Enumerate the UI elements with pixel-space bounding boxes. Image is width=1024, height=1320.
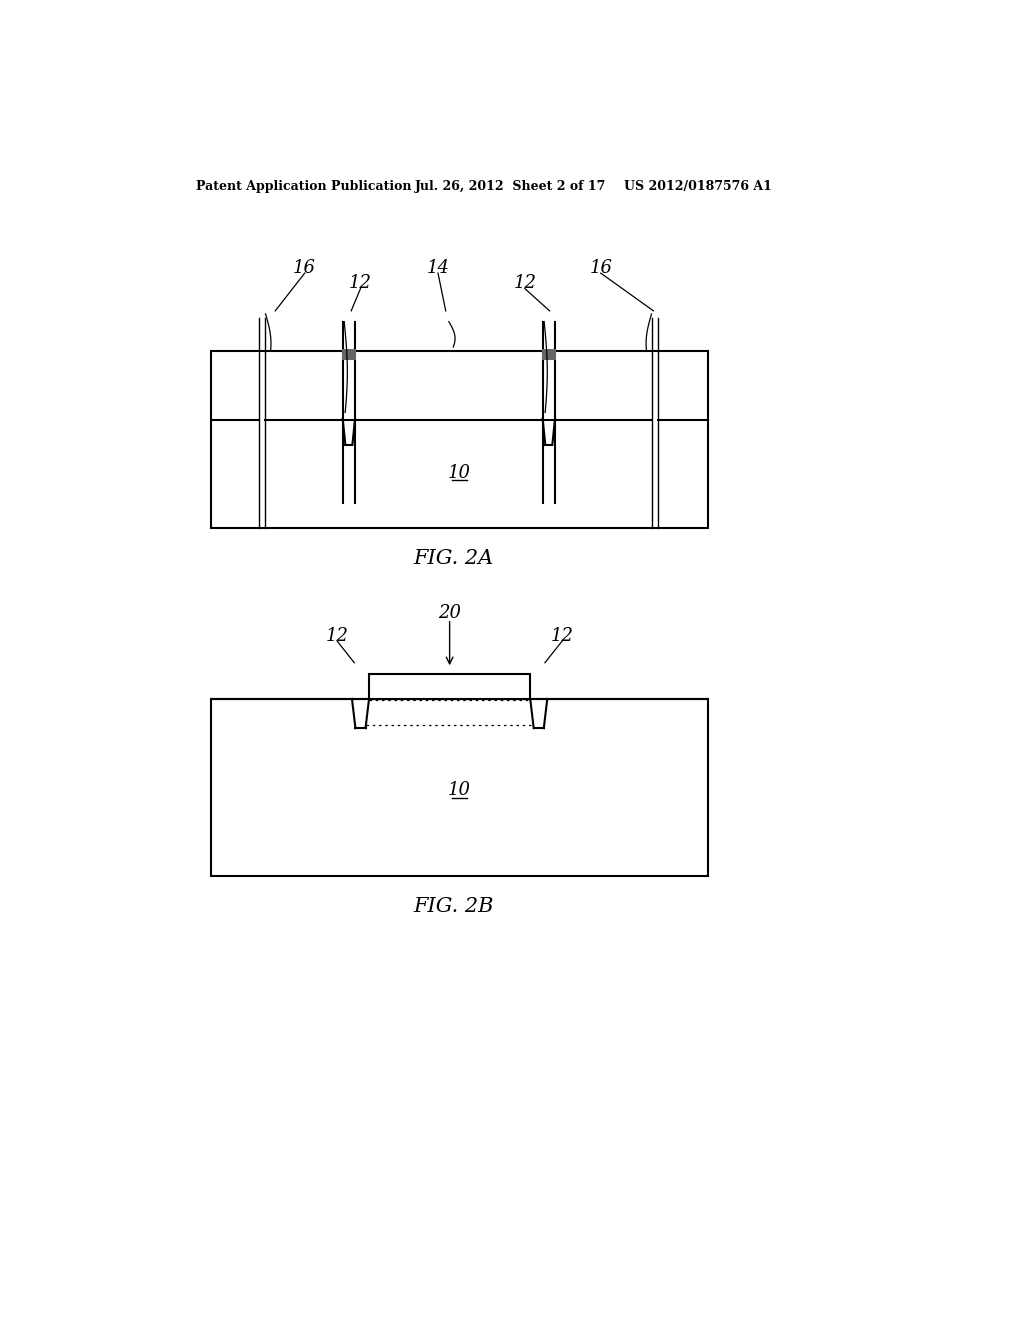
Text: 12: 12 [513, 275, 537, 292]
Bar [542, 350, 556, 360]
Text: 16: 16 [293, 259, 316, 277]
Bar [652, 351, 657, 527]
Text: 12: 12 [349, 275, 372, 292]
Text: 12: 12 [551, 627, 573, 644]
Text: 20: 20 [438, 603, 461, 622]
Text: 10: 10 [449, 463, 471, 482]
Bar [369, 675, 530, 700]
Text: US 2012/0187576 A1: US 2012/0187576 A1 [624, 181, 772, 194]
Text: FIG. 2B: FIG. 2B [414, 898, 494, 916]
Bar [342, 350, 356, 360]
Text: FIG. 2A: FIG. 2A [414, 549, 494, 569]
Text: Jul. 26, 2012  Sheet 2 of 17: Jul. 26, 2012 Sheet 2 of 17 [415, 181, 606, 194]
Text: Patent Application Publication: Patent Application Publication [197, 181, 412, 194]
Text: 12: 12 [326, 627, 349, 644]
Bar [211, 351, 708, 528]
Bar [211, 700, 708, 876]
Text: 16: 16 [589, 259, 612, 277]
Text: 14: 14 [427, 259, 450, 277]
Text: 10: 10 [449, 781, 471, 799]
Bar [260, 351, 264, 527]
